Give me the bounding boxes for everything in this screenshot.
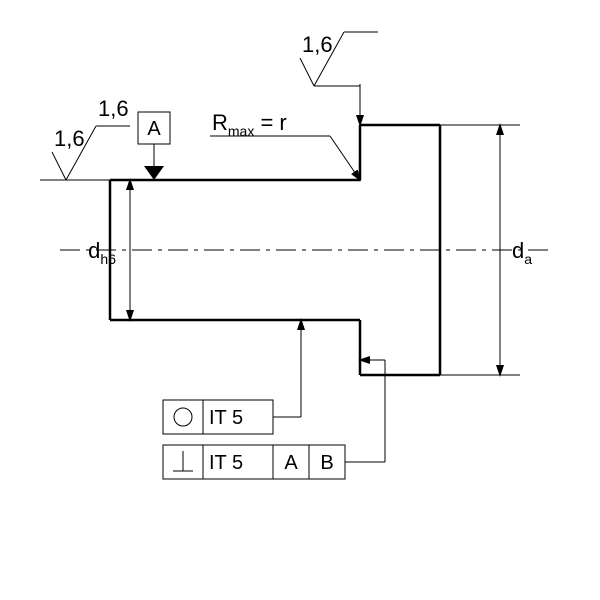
- fcf-perpendicularity: [163, 360, 385, 479]
- dim-da: da: [440, 125, 532, 375]
- fcf2-tol: IT 5: [209, 452, 243, 474]
- fcf1-tol: IT 5: [209, 407, 243, 429]
- surface-finish-1-value: 1,6: [98, 96, 129, 121]
- rmax-label: Rmax = r: [210, 110, 360, 180]
- surface-finish-2-value: 1,6: [302, 32, 333, 57]
- dim-da-label: da: [512, 238, 532, 267]
- datum-a: A: [138, 112, 170, 180]
- surface-finish-1-value: 1,6: [54, 126, 85, 151]
- fcf2-a: A: [284, 452, 298, 474]
- datum-a-label: A: [147, 118, 161, 140]
- dim-d-label: dh6: [88, 238, 116, 267]
- svg-text:Rmax = r: Rmax = r: [212, 110, 287, 139]
- fcf2-b: B: [320, 452, 333, 474]
